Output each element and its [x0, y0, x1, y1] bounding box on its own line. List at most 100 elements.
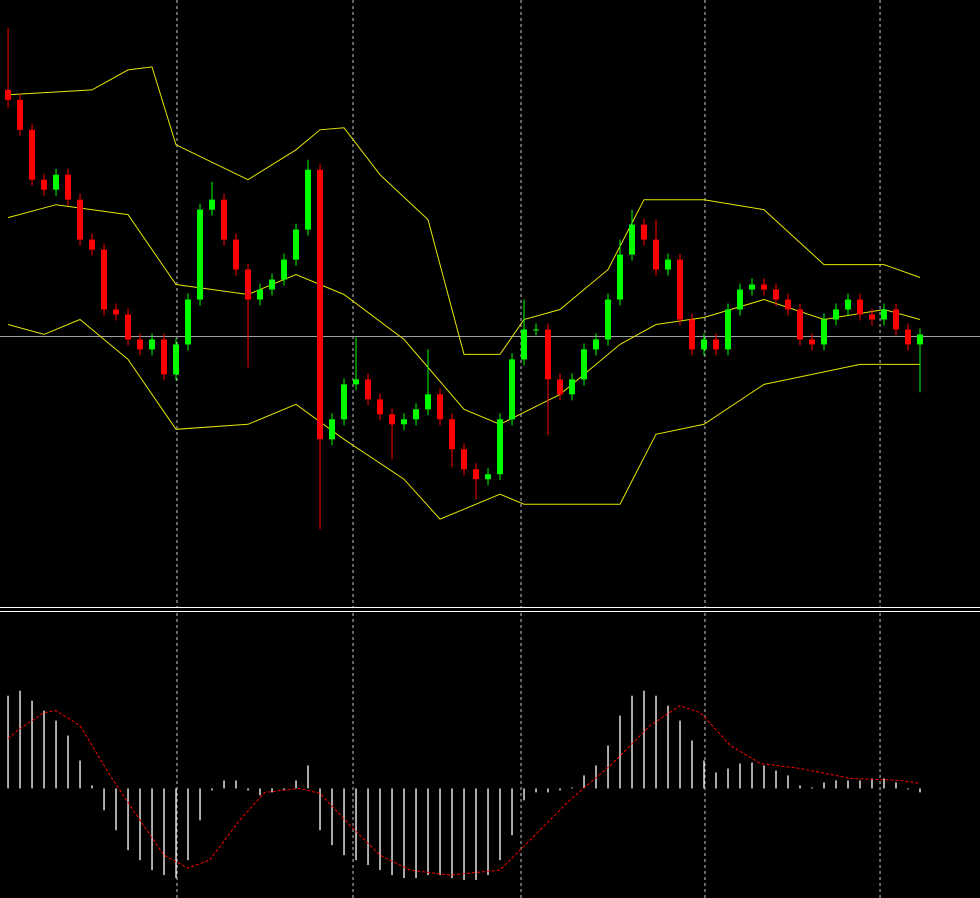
candle-body — [881, 309, 888, 320]
candle-body — [569, 379, 576, 395]
macd-bar — [67, 735, 69, 789]
macd-bar — [19, 690, 21, 789]
macd-bar — [7, 695, 9, 789]
macd-bar — [367, 788, 369, 866]
macd-bar — [559, 788, 561, 791]
macd-bar — [835, 780, 837, 789]
macd-bar — [463, 788, 465, 881]
candle-body — [869, 314, 876, 320]
candle-body — [125, 314, 132, 340]
macd-bar — [331, 788, 333, 846]
candle-body — [53, 174, 60, 190]
candle-body — [341, 384, 348, 420]
candle-body — [509, 359, 516, 420]
macd-bar — [223, 780, 225, 789]
macd-bar — [55, 720, 57, 789]
candle-body — [497, 419, 504, 475]
macd-bar — [679, 720, 681, 789]
candle-body — [917, 334, 924, 345]
candle-body — [905, 329, 912, 345]
macd-bar — [475, 788, 477, 881]
macd-bar — [523, 788, 525, 801]
candle-body — [41, 179, 48, 190]
macd-bar — [511, 788, 513, 836]
macd-bar — [211, 788, 213, 791]
candle-body — [329, 419, 336, 440]
candle-body — [401, 419, 408, 425]
macd-bar — [691, 740, 693, 789]
candle-body — [389, 414, 396, 425]
macd-bar — [823, 782, 825, 789]
macd-bar — [235, 780, 237, 789]
candle-body — [113, 309, 120, 315]
candle-body — [677, 259, 684, 320]
candle-body — [593, 339, 600, 350]
macd-bar — [307, 765, 309, 789]
macd-bar — [643, 690, 645, 789]
macd-bar — [115, 788, 117, 831]
macd-bar — [487, 788, 489, 876]
candle-body — [317, 169, 324, 440]
macd-bar — [799, 785, 801, 789]
macd-bar — [175, 788, 177, 879]
macd-bar — [79, 760, 81, 789]
macd-bar — [103, 788, 105, 811]
macd-bar — [595, 765, 597, 789]
candle-body — [245, 269, 252, 300]
candle-body — [473, 469, 480, 480]
macd-bar — [139, 788, 141, 861]
macd-bar — [871, 778, 873, 789]
candle-body — [749, 284, 756, 290]
candle-body — [209, 199, 216, 210]
candle-body — [269, 279, 276, 290]
candle-body — [533, 329, 540, 331]
macd-bar — [127, 788, 129, 851]
candle-body — [629, 224, 636, 255]
macd-bar — [403, 788, 405, 879]
signal-line — [7, 705, 921, 876]
candle-body — [233, 239, 240, 270]
macd-bar — [427, 788, 429, 876]
candle-body — [773, 289, 780, 300]
macd-bar — [151, 788, 153, 871]
candle-body — [845, 299, 852, 310]
macd-bar — [775, 770, 777, 789]
candle-body — [365, 379, 372, 400]
macd-bar — [715, 772, 717, 789]
bollinger-band — [7, 318, 920, 520]
macd-bar — [415, 788, 417, 879]
macd-bar — [187, 788, 189, 861]
macd-bar — [907, 788, 909, 790]
candle-body — [809, 339, 816, 345]
macd-bar — [271, 788, 273, 793]
candle-body — [641, 224, 648, 240]
candle-body — [137, 339, 144, 350]
macd-bar — [259, 788, 261, 796]
candle-body — [605, 299, 612, 340]
candle-body — [5, 89, 12, 100]
candle-body — [413, 409, 420, 420]
candle-body — [101, 249, 108, 310]
candle-body — [857, 299, 864, 315]
macd-bar — [43, 710, 45, 789]
macd-bar — [343, 788, 345, 856]
candle-body — [581, 349, 588, 380]
candle-body — [665, 259, 672, 270]
candle-body — [197, 209, 204, 300]
candle-body — [701, 339, 708, 350]
candle-body — [737, 289, 744, 310]
candle-body — [89, 239, 96, 250]
candle-body — [149, 339, 156, 350]
macd-bar — [811, 787, 813, 789]
macd-bar — [247, 788, 249, 791]
candle-body — [221, 199, 228, 240]
candle-body — [689, 319, 696, 350]
candle-body — [353, 379, 360, 385]
candle-body — [281, 259, 288, 280]
candle-body — [785, 299, 792, 310]
macd-bar — [31, 700, 33, 789]
candle-body — [293, 229, 300, 260]
candle-body — [173, 344, 180, 375]
